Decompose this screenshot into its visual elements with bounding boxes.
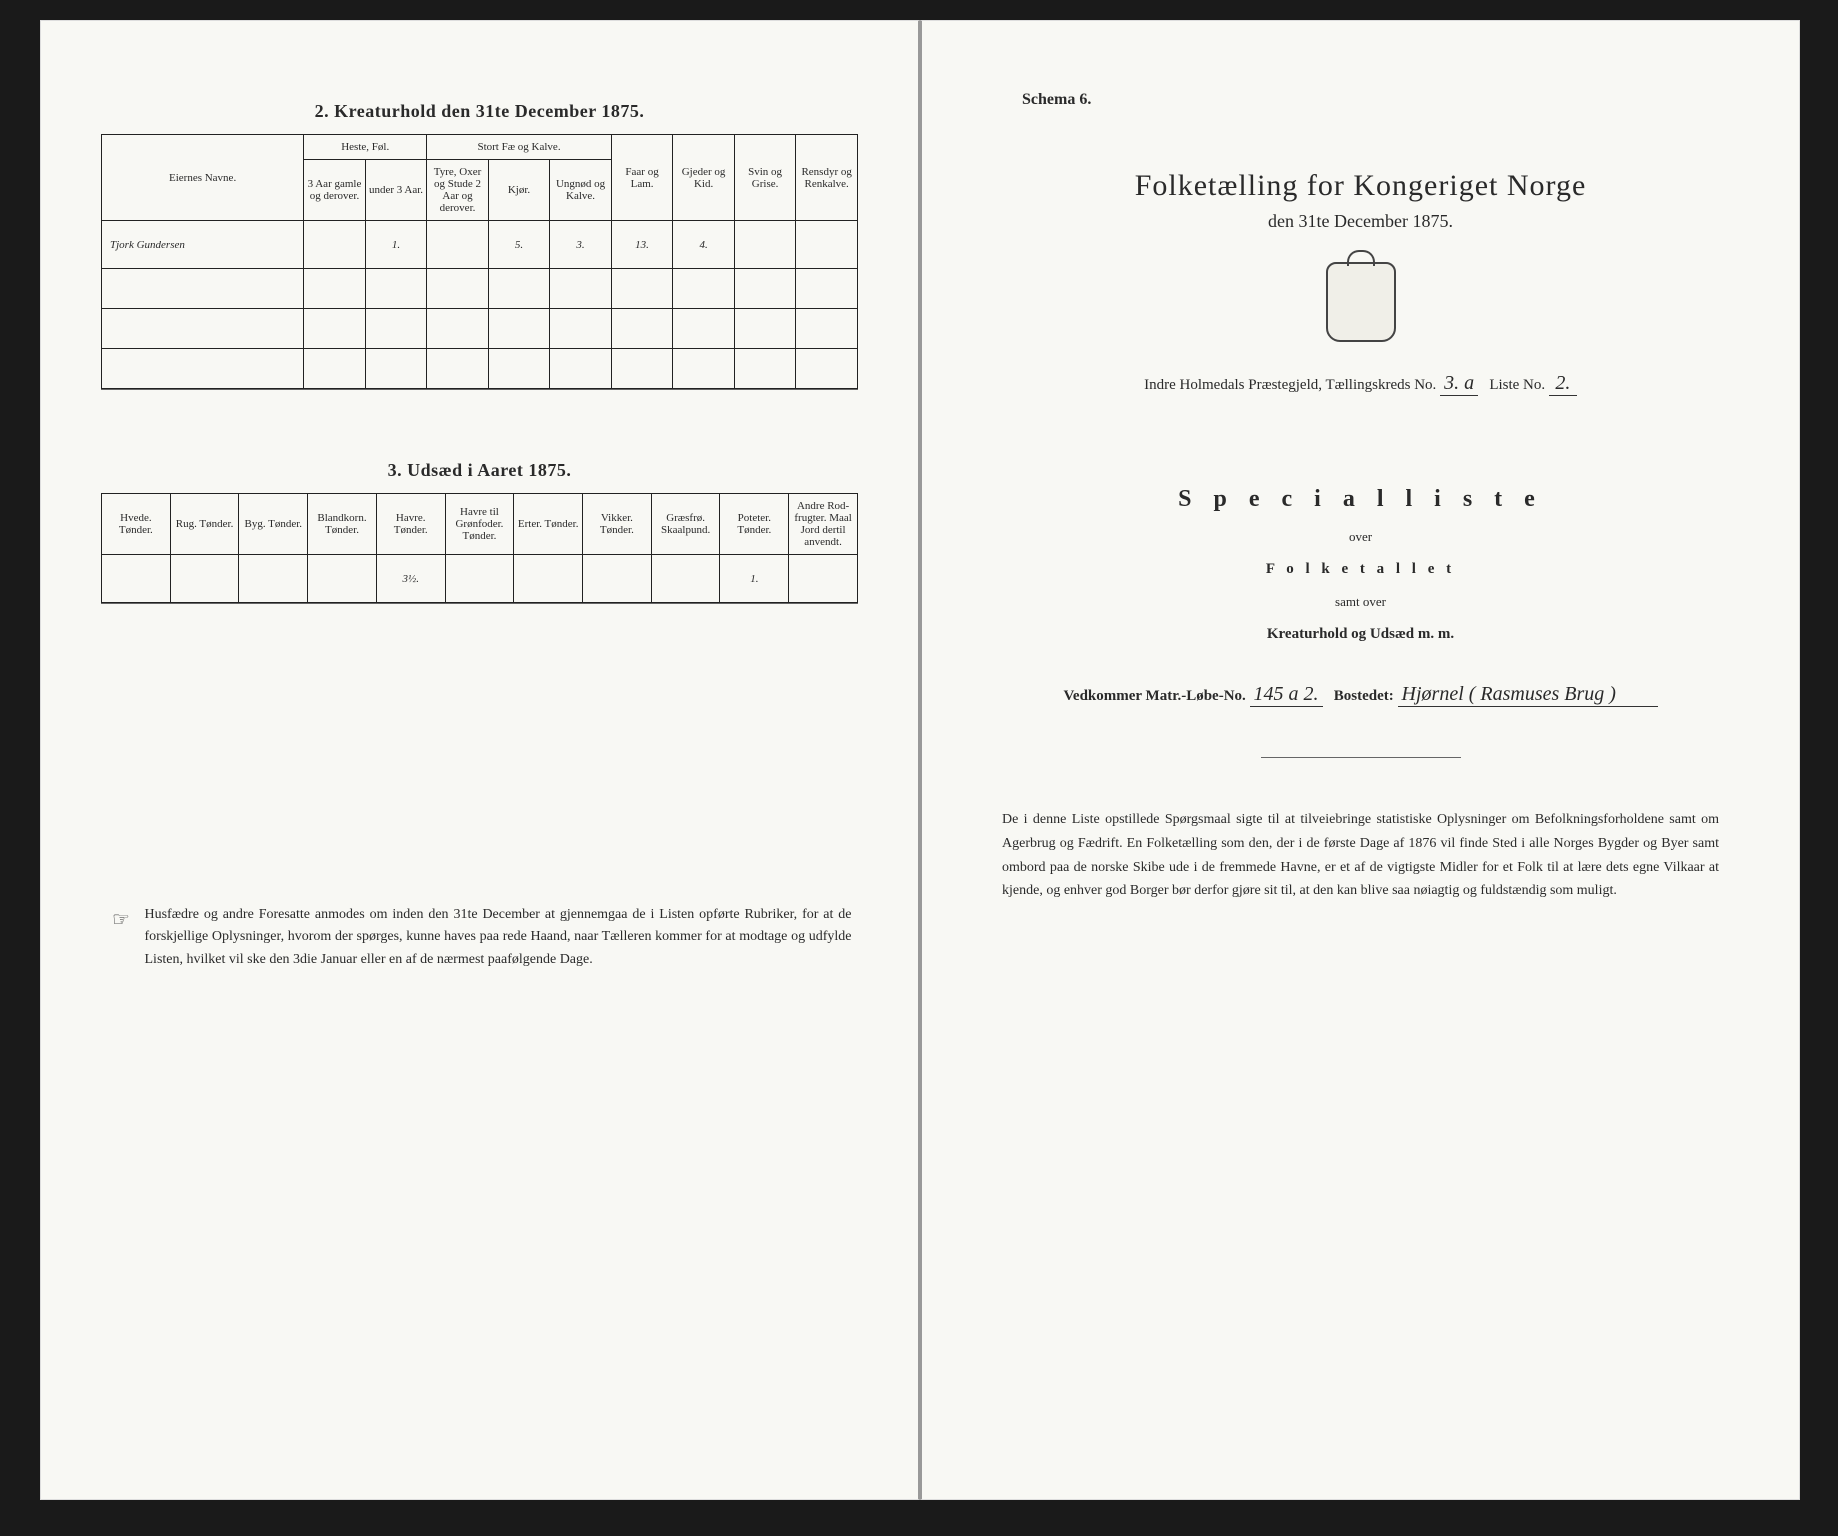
table-row (102, 349, 858, 389)
udsaed-title: 3. Udsæd i Aaret 1875. (101, 460, 858, 481)
th-heste: Heste, Føl. (304, 135, 427, 160)
uh5: Havre til Grønfoder. Tønder. (445, 494, 514, 555)
cell-faar: 13. (611, 221, 673, 269)
specialliste-title: S p e c i a l l i s t e (982, 486, 1739, 513)
matr-no: 145 a 2. (1250, 683, 1323, 707)
spc-kreaturhold: Kreaturhold og Udsæd m. m. (982, 626, 1739, 643)
table-row (102, 309, 858, 349)
uh7: Vikker. Tønder. (583, 494, 652, 555)
uh8: Græsfrø. Skaalpund. (651, 494, 720, 555)
left-footnote-text: Husfædre og andre Foresatte anmodes om i… (145, 904, 852, 971)
uh6: Erter. Tønder. (514, 494, 583, 555)
cell (734, 221, 796, 269)
th-heste-3: 3 Aar gamle og derover. (304, 160, 366, 221)
left-page: 2. Kreaturhold den 31te December 1875. E… (40, 20, 920, 1500)
uh9: Poteter. Tønder. (720, 494, 789, 555)
matr-label-a: Vedkommer Matr.-Løbe-No. (1063, 688, 1245, 704)
cell (304, 221, 366, 269)
uh3: Blandkorn. Tønder. (308, 494, 377, 555)
matr-line: Vedkommer Matr.-Løbe-No. 145 a 2. Bosted… (982, 683, 1739, 707)
th-rensdyr: Rensdyr og Renkalve. (796, 135, 858, 221)
uh1: Rug. Tønder. (170, 494, 239, 555)
th-name: Eiernes Navne. (102, 135, 304, 221)
list-no: 2. (1549, 372, 1577, 396)
district-label: Indre Holmedals Præstegjeld, Tællingskre… (1144, 377, 1436, 393)
cell (796, 221, 858, 269)
right-footnote: De i denne Liste opstillede Spørgsmaal s… (1002, 808, 1719, 903)
cell (427, 221, 489, 269)
th-svin: Svin og Grise. (734, 135, 796, 221)
th-faar: Faar og Lam. (611, 135, 673, 221)
cell-gjeder: 4. (673, 221, 735, 269)
spc-samt: samt over (982, 594, 1739, 610)
list-label: Liste No. (1489, 377, 1545, 393)
th-stort-kjor: Kjør. (488, 160, 550, 221)
cell-kjor: 5. (488, 221, 550, 269)
kreaturhold-title: 2. Kreaturhold den 31te December 1875. (101, 101, 858, 122)
table-row: 3½. 1. (102, 555, 858, 603)
th-stort-tyre: Tyre, Oxer og Stude 2 Aar og derover. (427, 160, 489, 221)
uh10: Andre Rod-frugter. Maal Jord dertil anve… (789, 494, 858, 555)
cell-name: Tjork Gundersen (102, 221, 304, 269)
matr-label-b: Bostedet: (1334, 688, 1394, 704)
th-stort: Stort Fæ og Kalve. (427, 135, 612, 160)
uh0: Hvede. Tønder. (102, 494, 171, 555)
bosted: Hjørnel ( Rasmuses Brug ) (1398, 683, 1658, 707)
left-footnote: ☞ Husfædre og andre Foresatte anmodes om… (101, 904, 858, 971)
cell-ung: 3. (550, 221, 612, 269)
census-date: den 31te December 1875. (982, 211, 1739, 232)
uh4: Havre. Tønder. (376, 494, 445, 555)
uh2: Byg. Tønder. (239, 494, 308, 555)
spc-over: over (982, 529, 1739, 545)
table-row (102, 269, 858, 309)
cell-heste-u3: 1. (365, 221, 427, 269)
th-gjeder: Gjeder og Kid. (673, 135, 735, 221)
scan-spread: 2. Kreaturhold den 31te December 1875. E… (40, 20, 1800, 1500)
district-line: Indre Holmedals Præstegjeld, Tællingskre… (982, 372, 1739, 396)
coat-of-arms-icon (1326, 262, 1396, 342)
pointing-hand-icon: ☞ (101, 904, 141, 936)
census-title: Folketælling for Kongeriget Norge (982, 169, 1739, 203)
table-row: Tjork Gundersen 1. 5. 3. 13. 4. (102, 221, 858, 269)
th-stort-ung: Ungnød og Kalve. (550, 160, 612, 221)
divider (1261, 757, 1461, 758)
kreaturhold-table: Eiernes Navne. Heste, Føl. Stort Fæ og K… (101, 134, 858, 389)
right-page: Schema 6. Folketælling for Kongeriget No… (920, 20, 1800, 1500)
district-no: 3. a (1440, 372, 1478, 396)
udsaed-table: Hvede. Tønder. Rug. Tønder. Byg. Tønder.… (101, 493, 858, 603)
spc-folketallet: F o l k e t a l l e t (982, 561, 1739, 578)
cell-havre: 3½. (376, 555, 445, 603)
th-heste-u3: under 3 Aar. (365, 160, 427, 221)
schema-label: Schema 6. (1022, 91, 1739, 109)
cell-poteter: 1. (720, 555, 789, 603)
